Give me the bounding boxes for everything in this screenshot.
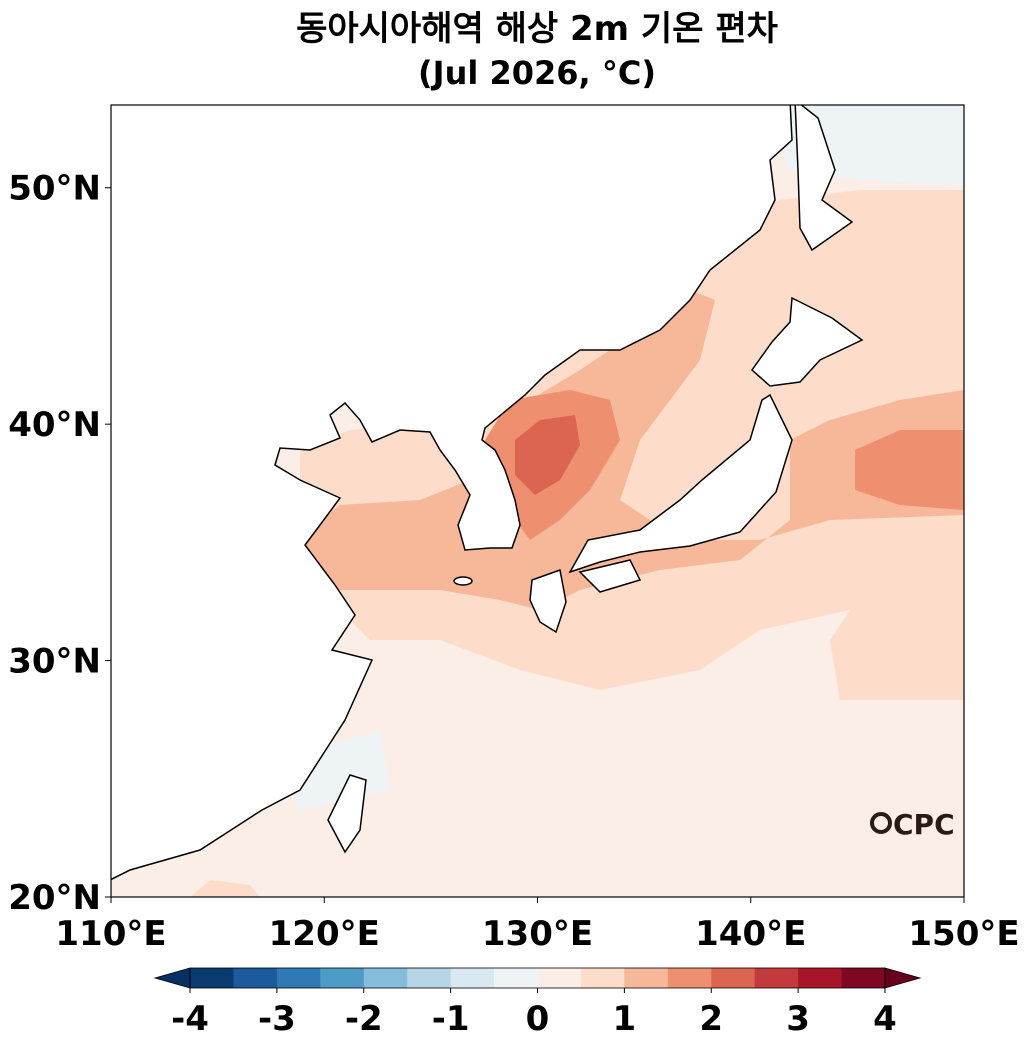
colorbar-bin xyxy=(190,968,234,988)
logo: CPC xyxy=(870,808,955,841)
colorbar-bin xyxy=(667,968,712,988)
hokkaido xyxy=(750,296,864,387)
colorbar-bin xyxy=(276,968,321,988)
logo-text: CPC xyxy=(893,808,955,841)
y-tick-label: 50°N xyxy=(8,169,101,209)
sakhalin xyxy=(794,105,854,252)
colorbar-tick-label: 1 xyxy=(613,999,637,1039)
colorbar-bin xyxy=(494,968,538,988)
colorbar-tick-label: -1 xyxy=(432,999,470,1039)
jeju xyxy=(453,576,473,586)
land xyxy=(111,105,793,881)
colorbar-bin xyxy=(363,968,408,988)
y-tick-label: 20°N xyxy=(8,878,101,918)
x-tick-label: 130°E xyxy=(482,914,593,954)
colorbar-tick-label: -4 xyxy=(171,999,209,1039)
colorbar-tick-label: 4 xyxy=(873,999,897,1039)
colorbar-tick-label: 2 xyxy=(699,999,723,1039)
colorbar-tick-label: -2 xyxy=(345,999,383,1039)
colorbar-tick-label: 3 xyxy=(786,999,810,1039)
colorbar-bin xyxy=(580,968,625,988)
shikoku xyxy=(578,559,642,593)
y-tick-label: 30°N xyxy=(8,642,101,682)
colorbar-tick-label: -3 xyxy=(258,999,296,1039)
y-tick-label: 40°N xyxy=(8,405,101,445)
colorbar-tick-label: 0 xyxy=(526,999,550,1039)
logo-icon xyxy=(870,812,892,834)
kyushu xyxy=(529,568,567,634)
x-tick-label: 150°E xyxy=(908,914,1019,954)
colorbar-bin xyxy=(624,968,669,988)
colorbar-extend-max xyxy=(884,967,922,989)
colorbar-bin xyxy=(450,968,495,988)
colorbar-extend-min xyxy=(153,967,191,989)
x-tick-label: 120°E xyxy=(269,914,380,954)
colorbar-bin xyxy=(233,968,278,988)
x-tick-label: 140°E xyxy=(695,914,806,954)
colorbar-bin xyxy=(711,968,756,988)
subtitle: (Jul 2026, °C) xyxy=(418,54,656,92)
x-tick-label: 110°E xyxy=(55,914,166,954)
colorbar-bin xyxy=(407,968,452,988)
map-area xyxy=(111,105,964,897)
colorbar-bin xyxy=(320,968,365,988)
shade xyxy=(515,415,580,495)
shade xyxy=(855,430,964,510)
honshu xyxy=(568,393,793,574)
taiwan xyxy=(327,774,367,854)
shade xyxy=(190,880,260,897)
colorbar-bin xyxy=(841,968,886,988)
colorbar-bin xyxy=(798,968,843,988)
title: 동아시아해역 해상 2m 기온 편차 xyxy=(296,9,778,49)
colorbar-bin xyxy=(754,968,799,988)
colorbar-bin xyxy=(537,968,582,988)
